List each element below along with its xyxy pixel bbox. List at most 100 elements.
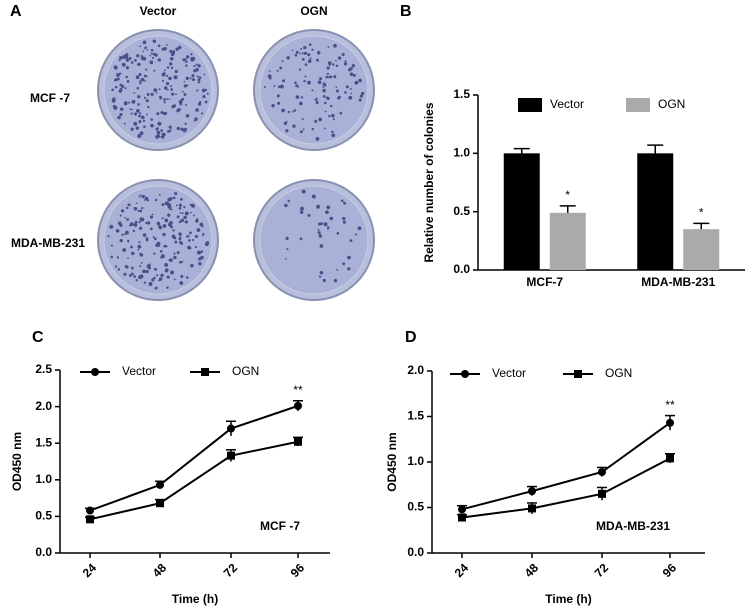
colony: [124, 216, 126, 219]
colony: [134, 112, 138, 116]
colony: [126, 206, 129, 210]
colony: [196, 228, 201, 232]
colony: [343, 62, 348, 66]
colony: [180, 218, 185, 223]
colony: [303, 46, 307, 50]
colony: [111, 98, 116, 103]
annotation: *: [565, 188, 570, 202]
colony: [169, 129, 172, 132]
x-tick-label: 24: [80, 561, 100, 581]
colony: [206, 92, 209, 95]
colony: [132, 229, 136, 233]
colony: [295, 84, 299, 88]
colony: [145, 99, 149, 103]
colony: [343, 201, 347, 205]
colony: [190, 53, 193, 56]
column-label: Vector: [140, 4, 177, 18]
y-tick-label: 0.5: [407, 500, 424, 514]
colony: [196, 75, 199, 78]
colony: [283, 121, 287, 126]
colony: [349, 72, 354, 77]
colony: [196, 89, 199, 92]
colony: [181, 260, 184, 263]
colony: [119, 113, 123, 117]
colony: [317, 80, 322, 84]
colony: [126, 58, 128, 61]
colony: [304, 63, 308, 66]
colony: [196, 218, 199, 221]
column-label: OGN: [300, 4, 327, 18]
colony: [124, 87, 127, 90]
colony: [186, 276, 189, 279]
marker: [458, 513, 466, 522]
colony: [329, 75, 333, 79]
colony: [150, 227, 153, 231]
colony: [136, 86, 140, 90]
x-tick-label: 48: [150, 561, 170, 581]
colony: [198, 257, 202, 261]
annotation: **: [665, 398, 675, 412]
colony: [197, 81, 200, 84]
colony: [154, 198, 158, 202]
colony: [301, 52, 304, 55]
colony: [300, 206, 304, 211]
colony: [344, 91, 347, 94]
x-tick-label: MDA-MB-231: [641, 275, 715, 289]
colony: [299, 237, 303, 241]
colony: [169, 208, 171, 210]
colony: [339, 111, 343, 115]
colony: [145, 68, 148, 71]
x-tick-label: 48: [522, 561, 542, 581]
colony: [158, 193, 161, 196]
colony: [164, 269, 168, 273]
bar: [549, 212, 586, 270]
colony: [344, 60, 347, 63]
colony: [170, 56, 174, 61]
colony: [198, 261, 202, 266]
colony: [123, 122, 126, 125]
colony: [130, 61, 134, 64]
colony: [279, 66, 283, 70]
colony: [333, 43, 337, 48]
colony: [302, 128, 305, 131]
colony: [342, 220, 346, 224]
colony: [342, 217, 346, 221]
colony: [319, 244, 324, 248]
y-tick-label: 1.5: [35, 435, 52, 449]
colony: [173, 76, 176, 79]
colony: [323, 101, 327, 105]
colony: [294, 81, 297, 85]
colony: [163, 86, 168, 90]
colony: [155, 135, 159, 139]
colony: [135, 202, 138, 204]
colony: [332, 118, 335, 121]
colony: [156, 274, 159, 277]
x-tick-label: 24: [452, 561, 472, 581]
colony: [314, 119, 318, 123]
colony: [114, 265, 118, 268]
colony: [183, 84, 188, 88]
colony: [152, 236, 155, 239]
line: [89, 440, 299, 521]
colony: [153, 69, 156, 72]
colony: [138, 73, 142, 77]
colony: [125, 265, 129, 269]
colony: [143, 74, 147, 78]
colony: [159, 250, 163, 253]
colony: [138, 241, 141, 244]
colony: [193, 64, 196, 68]
colony: [173, 252, 176, 255]
colony: [151, 213, 154, 216]
colony: [347, 255, 351, 260]
colony: [190, 263, 194, 268]
colony: [114, 85, 118, 89]
colony: [287, 110, 291, 114]
colony: [151, 278, 155, 282]
colony: [117, 115, 121, 120]
colony: [139, 81, 142, 85]
colony: [175, 47, 179, 51]
colony: [164, 111, 168, 115]
colony: [119, 87, 123, 91]
colony: [299, 52, 301, 55]
